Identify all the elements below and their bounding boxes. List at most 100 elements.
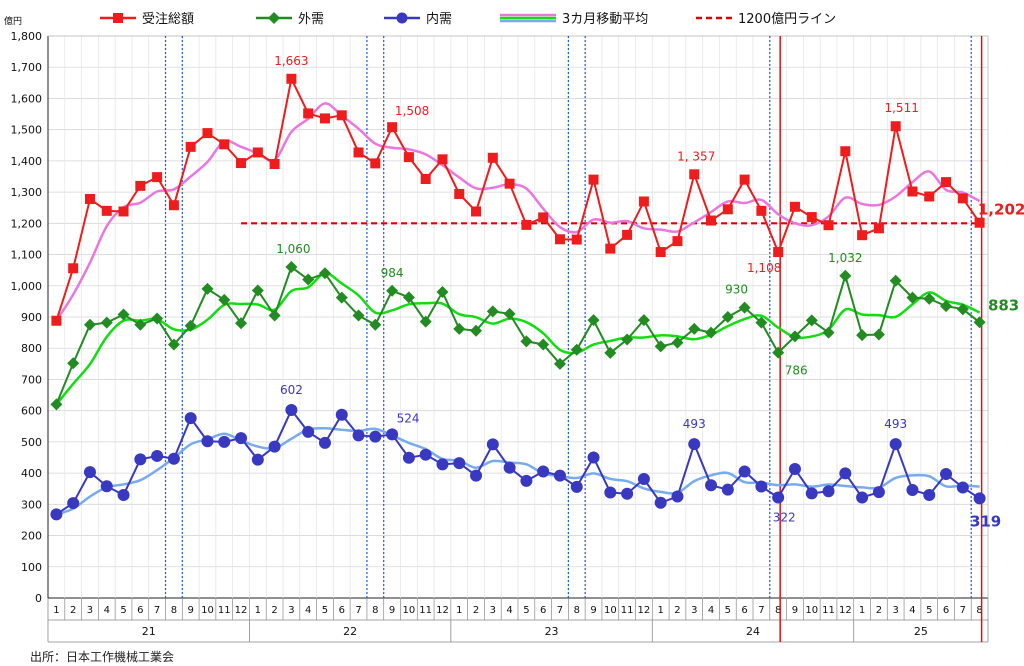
y-tick-label: 900 (21, 311, 42, 324)
data-point (437, 154, 448, 165)
data-point (907, 186, 918, 197)
data-point (789, 201, 800, 212)
data-point (671, 336, 684, 349)
data-point (152, 172, 163, 183)
y-tick-label: 100 (21, 561, 42, 574)
data-point (84, 193, 95, 204)
data-label: 1,508 (395, 104, 429, 118)
y-tick-label: 1,700 (11, 61, 43, 74)
data-point (621, 333, 634, 346)
data-point (303, 108, 314, 119)
legend-label: 3カ月移動平均 (562, 12, 648, 27)
x-month-label: 4 (708, 605, 714, 616)
data-point (839, 467, 852, 480)
x-month-label: 11 (218, 605, 231, 616)
y-tick-label: 1,400 (11, 155, 43, 168)
data-point (957, 193, 968, 204)
data-point (856, 329, 869, 342)
data-point (470, 469, 483, 482)
x-month-label: 6 (943, 605, 949, 616)
data-point (621, 487, 634, 500)
data-point (806, 212, 817, 223)
data-point (604, 346, 617, 359)
y-tick-label: 600 (21, 405, 42, 418)
data-point (302, 273, 315, 286)
x-month-label: 1 (657, 605, 663, 616)
x-month-label: 3 (691, 605, 697, 616)
legend: 受注総額 外需 内需 3カ月移動平均 1200億円ライン (100, 11, 836, 27)
data-point (185, 141, 196, 152)
data-point (721, 311, 734, 323)
data-point (318, 436, 331, 449)
data-point (51, 315, 62, 326)
y-tick-label: 800 (21, 342, 42, 355)
data-point (805, 314, 818, 327)
data-point (772, 346, 785, 359)
moving-average-line (55, 102, 981, 322)
data-point (638, 196, 649, 207)
x-month-label: 3 (87, 605, 93, 616)
x-month-label: 9 (389, 605, 395, 616)
data-point (637, 314, 650, 327)
data-point (822, 485, 835, 498)
data-point (872, 328, 885, 341)
y-tick-label: 1,600 (11, 92, 43, 105)
x-month-label: 2 (271, 605, 277, 616)
x-month-label: 12 (839, 605, 852, 616)
data-label: 524 (397, 411, 420, 425)
data-point (705, 479, 718, 492)
x-month-label: 8 (775, 605, 781, 616)
data-point (671, 490, 684, 503)
data-point (420, 173, 431, 184)
x-month-label: 2 (674, 605, 680, 616)
data-label: 1,060 (276, 242, 310, 256)
data-point (940, 468, 953, 481)
data-point (335, 291, 348, 304)
data-label: 883 (988, 296, 1019, 314)
data-point (538, 212, 549, 223)
data-label: 1,032 (828, 251, 862, 265)
y-tick-label: 400 (21, 467, 42, 480)
data-point (587, 451, 600, 464)
legend-label: 受注総額 (142, 12, 194, 27)
x-month-label: 3 (892, 605, 898, 616)
data-point (755, 316, 768, 329)
y-tick-label: 1,300 (11, 186, 43, 199)
data-point (840, 146, 851, 157)
data-point (872, 486, 885, 499)
data-point (772, 491, 785, 504)
y-tick-label: 200 (21, 530, 42, 543)
data-point (352, 429, 365, 442)
data-point (537, 465, 550, 478)
x-month-label: 3 (288, 605, 294, 616)
data-point (268, 440, 281, 453)
data-point (236, 158, 247, 169)
y-tick-label: 1,800 (11, 30, 43, 43)
x-month-label: 10 (403, 605, 416, 616)
y-tick-label: 700 (21, 373, 42, 386)
data-point (940, 300, 953, 313)
data-point (637, 473, 650, 486)
x-month-label: 11 (621, 605, 634, 616)
x-month-label: 9 (590, 605, 596, 616)
x-month-label: 12 (436, 605, 449, 616)
data-point (521, 219, 532, 230)
x-month-label: 7 (355, 605, 361, 616)
x-month-label: 10 (604, 605, 617, 616)
data-point (50, 398, 63, 411)
x-month-label: 11 (822, 605, 835, 616)
data-point (738, 301, 751, 314)
data-point (353, 147, 364, 158)
data-point (822, 326, 835, 339)
data-point (151, 449, 164, 462)
data-point (184, 319, 197, 332)
data-point (402, 451, 415, 464)
data-label: 602 (280, 383, 303, 397)
data-point (705, 326, 718, 339)
data-point (369, 318, 382, 331)
data-point (722, 204, 733, 215)
data-point (286, 73, 297, 84)
data-label: 930 (725, 283, 748, 297)
data-point (788, 463, 801, 476)
x-month-label: 4 (305, 605, 311, 616)
